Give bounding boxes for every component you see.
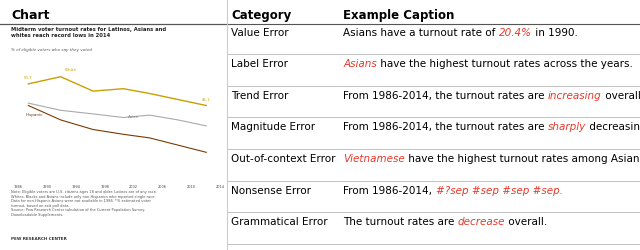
Text: Note: Eligible voters are U.S. citizens ages 18 and older. Latinos are of any ra: Note: Eligible voters are U.S. citizens … [12,190,157,217]
Text: 1998: 1998 [100,185,109,189]
Text: 2002: 2002 [129,185,138,189]
Text: have the highest turnout rates across the years.: have the highest turnout rates across th… [377,59,633,69]
Text: 2010: 2010 [187,185,196,189]
Text: 1990: 1990 [43,185,52,189]
Text: Vietnamese: Vietnamese [343,154,405,164]
Text: Chart: Chart [12,9,50,22]
Text: Trend Error: Trend Error [231,91,289,101]
Text: Grammatical Error: Grammatical Error [231,218,328,228]
Text: Magnitude Error: Magnitude Error [231,122,316,132]
Text: 2006: 2006 [158,185,167,189]
Text: 2014: 2014 [216,185,225,189]
Text: 20.4%: 20.4% [499,28,532,38]
Text: Asians have a turnout rate of: Asians have a turnout rate of [343,28,499,38]
Text: 50.7: 50.7 [24,76,33,80]
Text: Asians: Asians [343,59,377,69]
Text: 1994: 1994 [72,185,81,189]
Text: Example Caption: Example Caption [343,9,454,22]
Text: overall.: overall. [602,91,640,101]
Text: From 1986-2014, the turnout rates are: From 1986-2014, the turnout rates are [343,122,548,132]
Text: Out-of-context Error: Out-of-context Error [231,154,336,164]
Text: overall.: overall. [506,218,548,228]
Text: sharply: sharply [548,122,586,132]
Text: 45.1: 45.1 [202,98,211,102]
Text: increasing: increasing [548,91,602,101]
Text: PEW RESEARCH CENTER: PEW RESEARCH CENTER [12,238,67,242]
Text: From 1986-2014, the turnout rates are: From 1986-2014, the turnout rates are [343,91,548,101]
Text: % of eligible voters who say they voted: % of eligible voters who say they voted [12,48,92,52]
Text: decreasing overall.: decreasing overall. [586,122,640,132]
Text: Hispanic: Hispanic [26,113,44,117]
Text: Midterm voter turnout rates for Latinos, Asians and
whites reach record lows in : Midterm voter turnout rates for Latinos,… [12,28,166,38]
Text: 1986: 1986 [13,185,22,189]
Text: The turnout rates are: The turnout rates are [343,218,458,228]
Text: White: White [65,68,77,72]
Text: in 1990.: in 1990. [532,28,578,38]
Text: have the highest turnout rates among Asians.: have the highest turnout rates among Asi… [405,154,640,164]
Text: decrease: decrease [458,218,506,228]
Text: Asian: Asian [128,116,139,119]
Text: Label Error: Label Error [231,59,289,69]
Text: From 1986-2014,: From 1986-2014, [343,186,436,196]
Text: Category: Category [231,9,292,22]
Text: #?sep #sep #sep #sep.: #?sep #sep #sep #sep. [436,186,563,196]
Text: Nonsense Error: Nonsense Error [231,186,311,196]
Text: Value Error: Value Error [231,28,289,38]
